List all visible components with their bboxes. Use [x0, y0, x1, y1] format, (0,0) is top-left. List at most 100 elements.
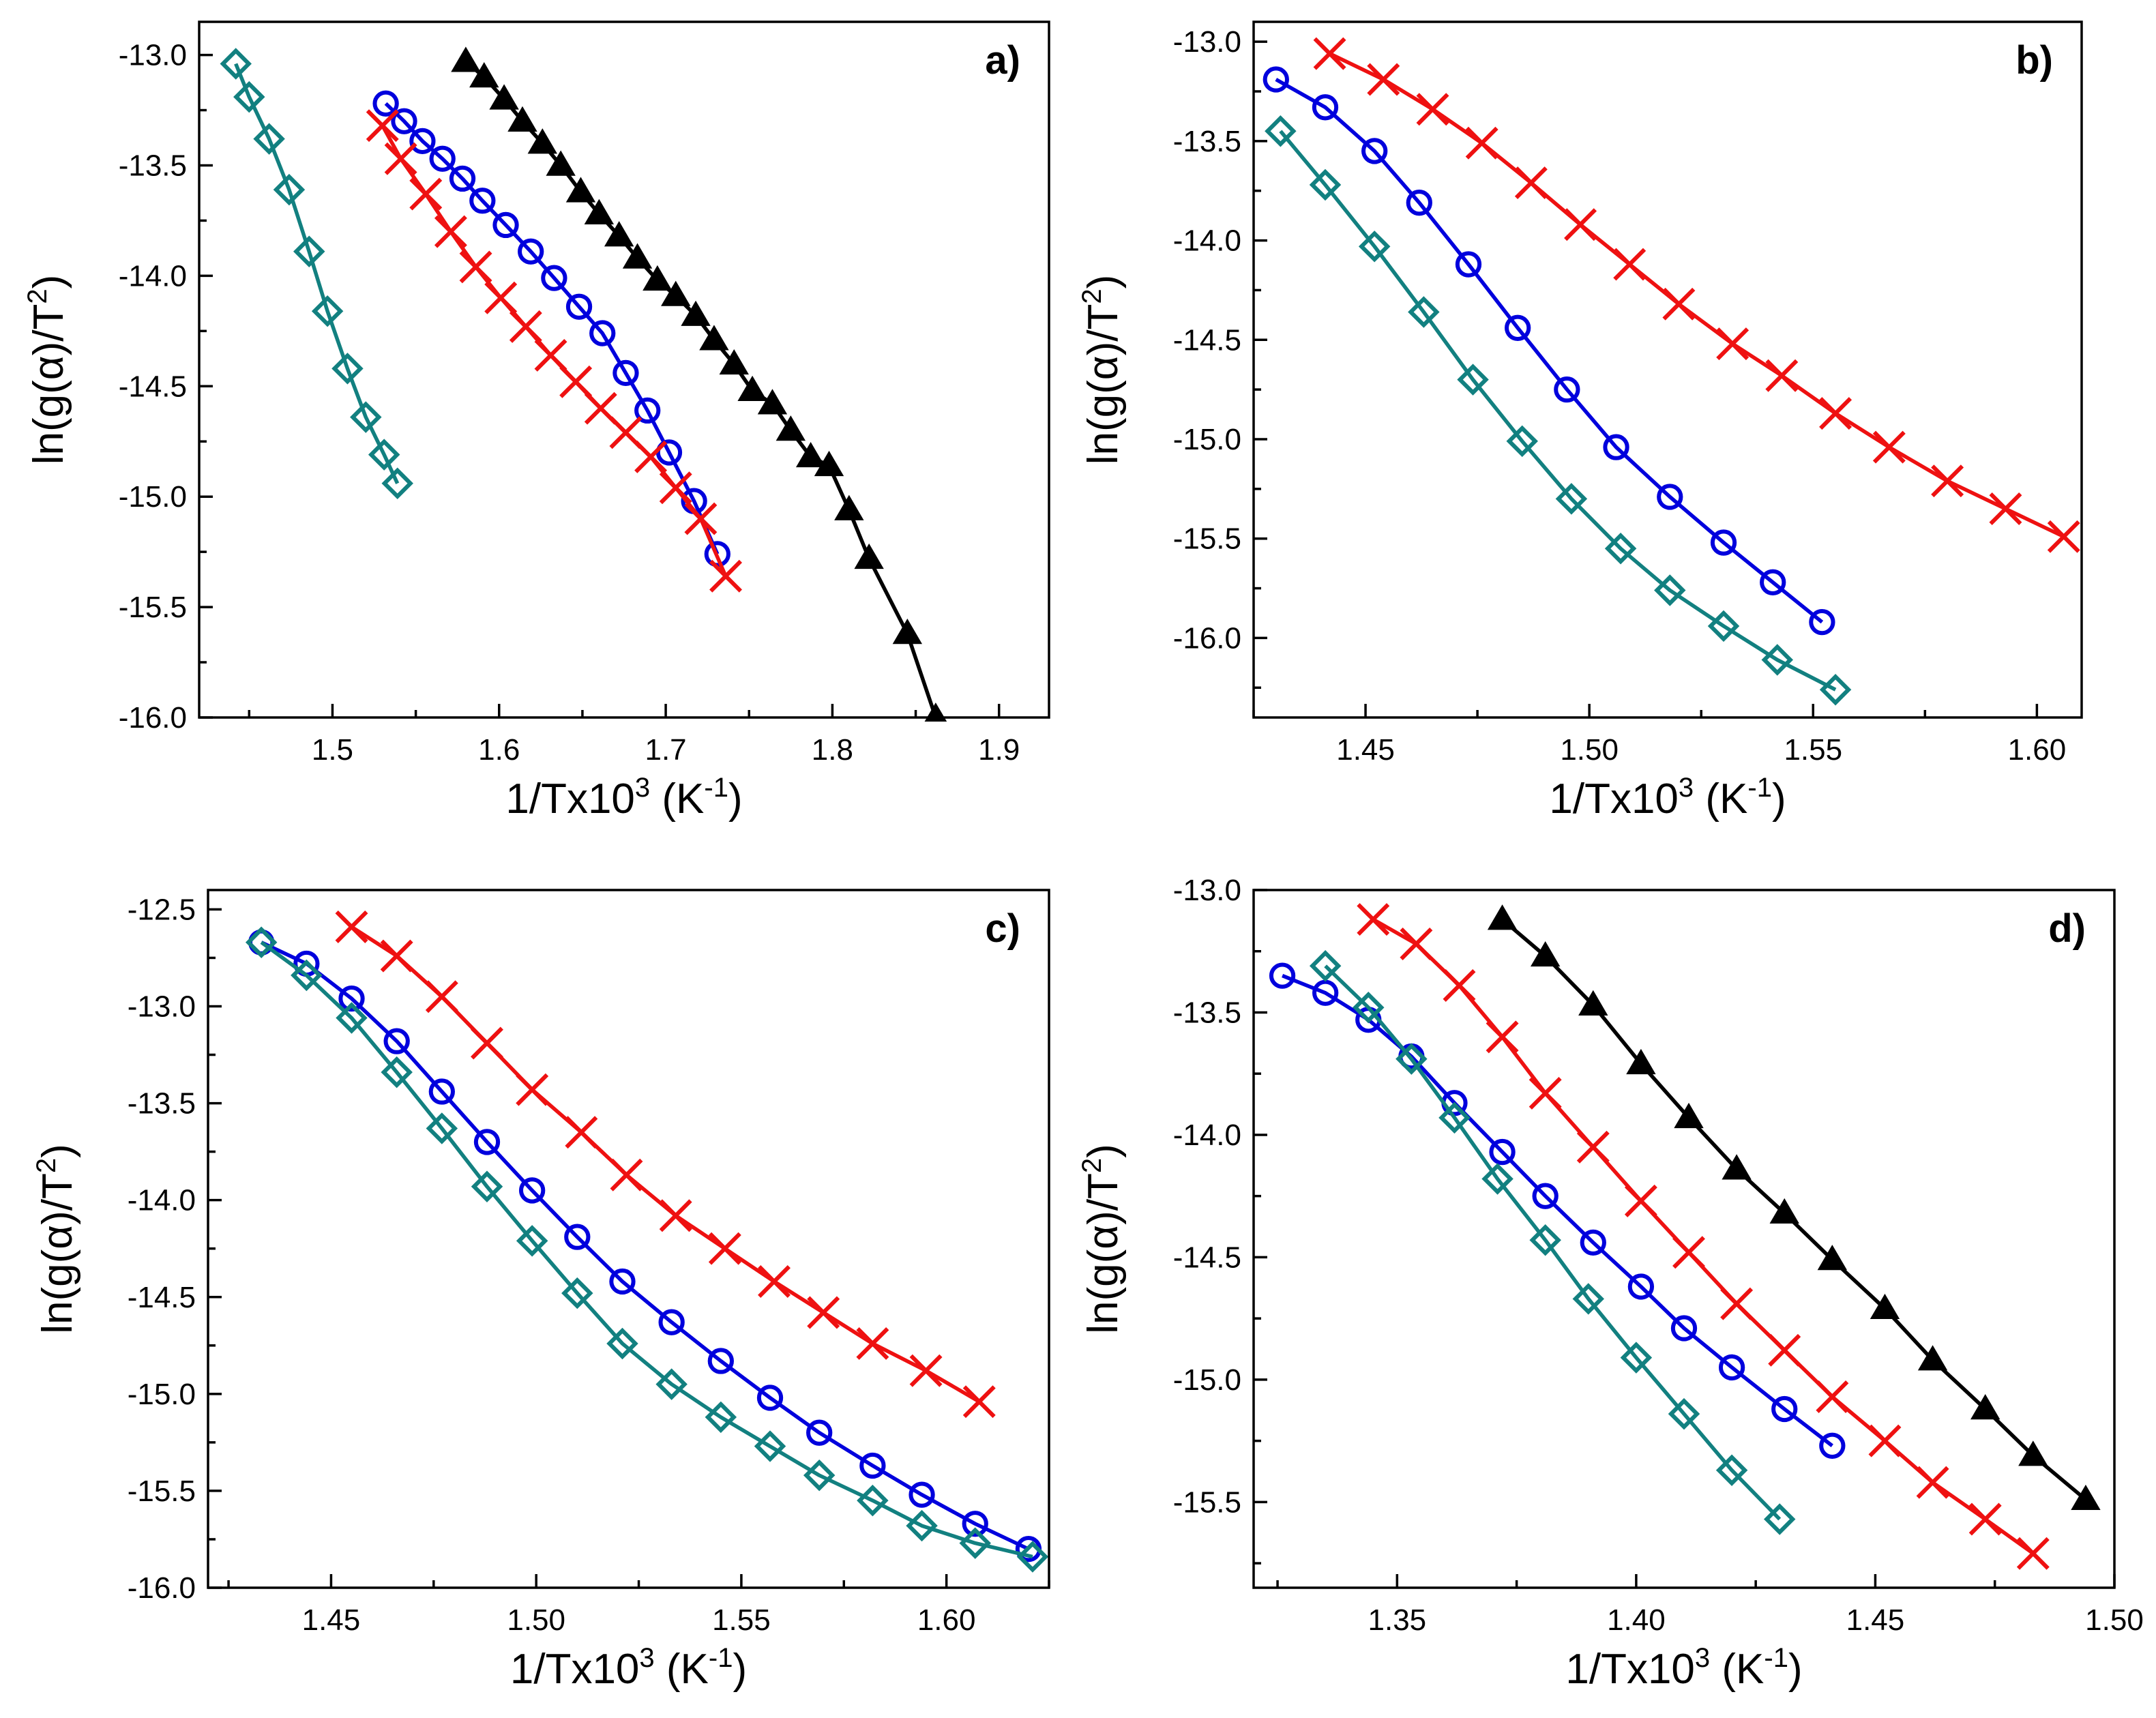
marker-circle-4 — [1455, 251, 1482, 278]
marker-cross-14 — [709, 559, 743, 593]
marker-cross-1 — [380, 939, 413, 973]
marker-cross-6 — [1624, 1184, 1657, 1217]
y-tick-label: -13.0 — [1173, 874, 1241, 907]
chart-panel-3: 1.35 1.40 1.45 1.50 -15.5 -15.0 -14.5 -14.0 -13.… — [1077, 874, 2144, 1693]
panel-tag: a) — [985, 38, 1020, 83]
marker-diamond-3 — [273, 173, 306, 206]
marker-triangle-7 — [1817, 1245, 1848, 1271]
x-axis-label: 1/Tx103 (K-1) — [1549, 773, 1786, 823]
marker-diamond-1 — [1309, 168, 1342, 201]
marker-diamond-0 — [1309, 950, 1342, 982]
marker-cross-4 — [1529, 1076, 1562, 1110]
marker-cross-4 — [516, 1073, 549, 1106]
series-cross — [366, 109, 743, 593]
x-axis-label: 1/Tx103 (K-1) — [1565, 1643, 1802, 1693]
series-line-cross — [1329, 52, 2065, 539]
chart-panel-1: 1.45 1.50 1.55 1.60 -16.0 -15.5 -15.0 -14.5 -14.… — [1077, 20, 2083, 823]
marker-triangle-20 — [834, 494, 864, 520]
x-tick-label: 1.45 — [302, 1603, 361, 1637]
x-tick-label: 1.50 — [2085, 1603, 2144, 1637]
marker-diamond-7 — [561, 1277, 593, 1309]
marker-circle-11 — [1771, 1395, 1798, 1423]
marker-diamond-3 — [381, 1056, 413, 1088]
marker-circle-13 — [859, 1452, 886, 1479]
marker-cross-3 — [434, 215, 467, 248]
x-tick-label: 1.5 — [312, 733, 353, 767]
y-tick-label: -16.0 — [128, 1571, 196, 1605]
panel-tag: b) — [2015, 38, 2053, 83]
marker-cross-11 — [1868, 1424, 1902, 1457]
marker-circle-3 — [383, 1028, 410, 1054]
marker-diamond-4 — [426, 1112, 458, 1144]
marker-cross-5 — [565, 1116, 598, 1149]
marker-diamond-13 — [857, 1484, 889, 1517]
marker-diamond-10 — [1761, 644, 1794, 676]
marker-diamond-10 — [705, 1401, 737, 1434]
marker-triangle-5 — [1722, 1154, 1752, 1180]
marker-diamond-1 — [233, 80, 265, 113]
marker-circle-0 — [372, 90, 399, 117]
y-axis-label: ln(g(α)/T2) — [1077, 1144, 1127, 1334]
y-tick-label: -14.5 — [1173, 323, 1241, 357]
x-tick-label: 1.9 — [978, 733, 1020, 767]
marker-cross-0 — [335, 910, 368, 943]
marker-diamond-0 — [220, 48, 252, 80]
marker-diamond-15 — [959, 1527, 991, 1559]
marker-diamond-3 — [1408, 296, 1440, 328]
marker-triangle-4 — [1674, 1102, 1704, 1129]
marker-triangle-11 — [2018, 1440, 2048, 1466]
plot-area — [245, 910, 1049, 1573]
marker-circle-11 — [612, 359, 639, 387]
series-diamond — [1309, 950, 1796, 1535]
marker-diamond-5 — [1506, 425, 1538, 458]
marker-cross-12 — [1916, 1466, 1949, 1499]
marker-diamond-5 — [1529, 1224, 1561, 1256]
y-tick-label: -16.0 — [1173, 621, 1241, 655]
marker-circle-2 — [409, 128, 436, 155]
series-diamond — [1265, 115, 1852, 706]
plot-frame — [1252, 20, 2083, 719]
series-circle — [1269, 962, 1846, 1459]
marker-cross-14 — [2016, 1537, 2050, 1570]
series-circle — [1262, 66, 1835, 636]
marker-circle-7 — [1603, 434, 1629, 460]
marker-circle-10 — [1760, 569, 1786, 595]
marker-cross-14 — [2047, 520, 2080, 553]
plot-frame — [198, 20, 1050, 719]
marker-triangle-10 — [643, 265, 673, 291]
marker-circle-8 — [541, 265, 567, 291]
marker-circle-10 — [707, 1348, 734, 1374]
marker-circle-5 — [469, 188, 496, 214]
x-tick-label: 1.35 — [1368, 1603, 1427, 1637]
marker-cross-6 — [610, 1158, 643, 1191]
marker-cross-12 — [1931, 464, 1964, 498]
series-line-diamond — [1324, 964, 1782, 1521]
marker-cross-5 — [1564, 208, 1597, 241]
marker-circle-7 — [1580, 1229, 1606, 1256]
series-line-triangle — [464, 60, 938, 718]
marker-cross-13 — [1989, 492, 2022, 525]
marker-circle-5 — [1489, 1138, 1516, 1166]
marker-circle-2 — [1361, 138, 1388, 164]
marker-cross-5 — [484, 281, 518, 314]
marker-cross-2 — [425, 980, 458, 1013]
marker-diamond-2 — [1358, 231, 1391, 263]
marker-circle-13 — [655, 439, 683, 466]
marker-triangle-0 — [1487, 904, 1518, 930]
marker-circle-2 — [338, 985, 365, 1012]
x-tick-label: 1.45 — [1846, 1603, 1905, 1637]
marker-triangle-18 — [795, 441, 826, 468]
plot-area — [220, 46, 947, 722]
y-axis-label: ln(g(α)/T2) — [23, 275, 72, 465]
marker-cross-10 — [807, 1296, 840, 1329]
marker-cross-7 — [534, 338, 567, 372]
marker-cross-9 — [1768, 1333, 1801, 1367]
y-tick-label: -14.0 — [1173, 224, 1241, 258]
x-tick-label: 1.8 — [812, 733, 853, 767]
marker-diamond-4 — [1457, 364, 1489, 396]
series-diamond — [245, 926, 1049, 1573]
y-tick-label: -13.5 — [119, 149, 187, 182]
marker-triangle-14 — [719, 349, 749, 375]
marker-diamond-9 — [1715, 1454, 1748, 1486]
series-line-cross — [1372, 917, 2035, 1555]
